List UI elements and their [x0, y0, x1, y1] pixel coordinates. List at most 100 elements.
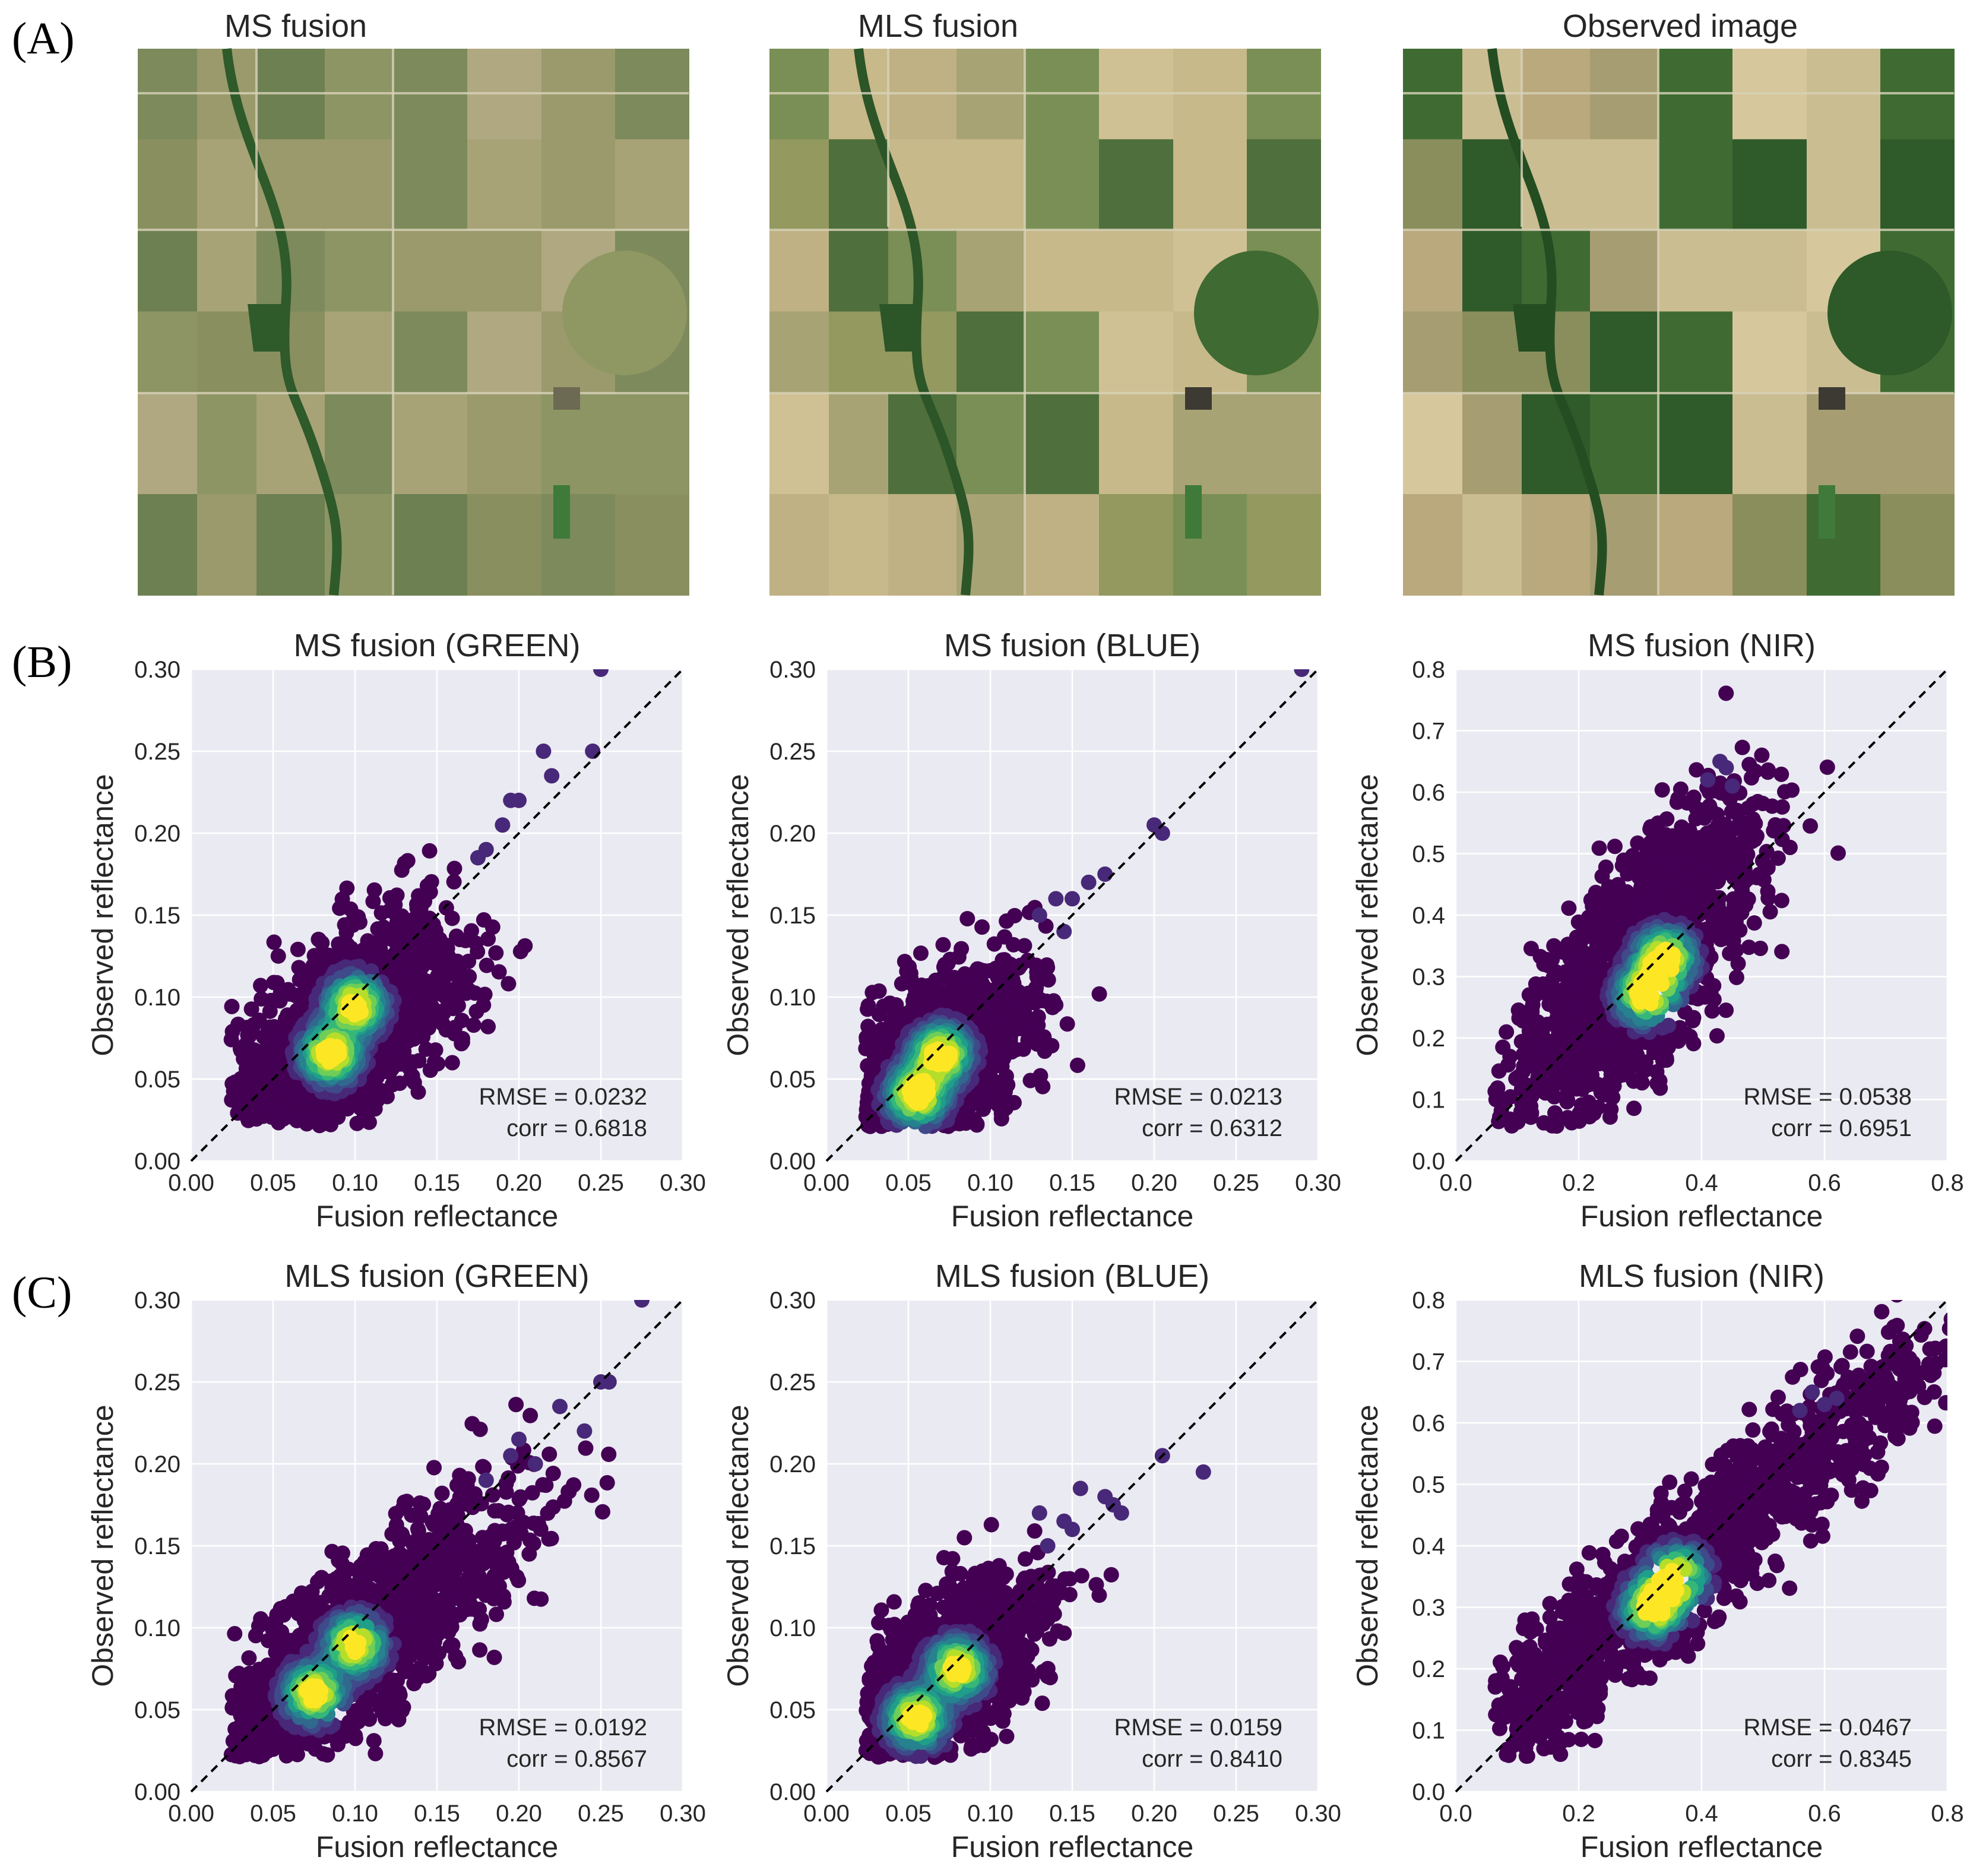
field-parcel: [1247, 139, 1321, 230]
field-parcel: [1462, 393, 1522, 495]
field-parcel: [1462, 494, 1522, 596]
image-title: Observed image: [1563, 8, 1798, 44]
x-tick-label: 0.10: [332, 1170, 378, 1196]
green-strip: [1185, 485, 1202, 539]
scatter-point: [1031, 907, 1047, 923]
chart-title: MS fusion (BLUE): [944, 628, 1201, 663]
x-tick-label: 0.20: [496, 1170, 542, 1196]
scatter-point: [1762, 904, 1778, 920]
field-parcel: [467, 494, 542, 596]
wetland: [248, 304, 289, 352]
scatter-point: [262, 1003, 278, 1019]
scatter-point: [593, 669, 609, 677]
scatter-point: [1709, 1028, 1725, 1044]
y-tick-label: 0.3: [1412, 964, 1445, 991]
x-tick-label: 0.30: [1295, 1170, 1341, 1196]
scatter-point: [536, 744, 552, 759]
scatter-point: [472, 1421, 488, 1437]
x-tick-label: 0.00: [168, 1801, 214, 1827]
scatter-point: [321, 1048, 337, 1064]
y-tick-label: 0.20: [134, 1451, 180, 1478]
y-tick-label: 0.1: [1412, 1087, 1445, 1113]
scatter-points: [223, 669, 609, 1134]
field-parcel: [1403, 230, 1463, 312]
field-parcel: [1247, 494, 1321, 596]
scatter-point: [595, 1504, 611, 1520]
x-tick-label: 0.00: [168, 1170, 214, 1196]
scatter-point: [1777, 784, 1793, 800]
y-axis-label: Observed reflectance: [86, 774, 119, 1056]
scatter-point: [1499, 1024, 1515, 1040]
scatter-point: [545, 1466, 561, 1482]
field-parcel: [1025, 139, 1100, 230]
corr-annotation: corr = 0.6818: [506, 1115, 647, 1141]
field-parcel: [541, 393, 616, 495]
scatter-point: [1636, 983, 1652, 999]
field-parcel: [1590, 311, 1659, 394]
scatter-point: [1718, 685, 1734, 701]
field-parcel: [393, 494, 468, 596]
scatter-point: [1059, 1016, 1075, 1032]
satellite-image: [138, 48, 689, 596]
scatter-point: [468, 1004, 484, 1020]
scatter-point: [470, 944, 486, 960]
field-parcel: [138, 311, 198, 394]
x-tick-label: 0.25: [578, 1170, 624, 1196]
x-tick-label: 0.4: [1685, 1170, 1718, 1196]
scatter-point: [913, 945, 929, 961]
scatter-point: [1544, 951, 1560, 967]
scatter-chart: 0.00 0.05 0.10 0.15 0.20 0.25 0.300.000.050.10…: [721, 628, 1341, 1233]
scatter-point: [224, 998, 240, 1014]
scatter-point: [1700, 772, 1716, 788]
scatter-point: [1649, 1064, 1665, 1080]
y-axis-label: Observed reflectance: [721, 774, 755, 1056]
field-parcel: [1590, 393, 1659, 495]
scatter-point: [1722, 945, 1738, 961]
field-parcel: [1462, 139, 1522, 230]
panel-label-c: (C): [12, 1268, 72, 1318]
scatter-point: [1718, 1002, 1734, 1018]
scatter-point: [1746, 915, 1762, 931]
scatter-point: [1561, 900, 1577, 916]
scatter-point: [1022, 1073, 1038, 1089]
scatter-point: [1688, 811, 1704, 827]
scatter-point: [1701, 784, 1717, 800]
scatter-point: [1704, 1003, 1720, 1019]
field-parcel: [615, 393, 689, 495]
scatter-point: [935, 937, 951, 953]
field-parcel: [1099, 311, 1174, 394]
scatter-point: [1760, 890, 1776, 906]
scatter-point: [365, 893, 381, 909]
scatter-point: [1730, 956, 1746, 972]
rmse-annotation: RMSE = 0.0232: [479, 1084, 648, 1110]
y-axis-label: Observed reflectance: [1351, 774, 1384, 1056]
field-parcel: [769, 139, 829, 230]
scatter-point: [290, 941, 306, 957]
x-tick-label: 0.10: [332, 1801, 378, 1827]
scatter-point: [1774, 831, 1790, 847]
scatter-points: [1487, 685, 1846, 1134]
field-parcel: [1025, 311, 1100, 394]
scatter-point: [472, 1616, 488, 1632]
scatter-point: [535, 1477, 551, 1493]
scatter-point: [1069, 1057, 1085, 1073]
scatter-point: [578, 1440, 594, 1456]
x-tick-label: 0.25: [578, 1801, 624, 1827]
scatter-point: [1006, 937, 1022, 953]
scatter-point: [444, 910, 460, 926]
scatter-point: [999, 913, 1015, 929]
y-tick-label: 0.05: [769, 1067, 816, 1093]
y-tick-label: 0.20: [134, 821, 180, 847]
scatter-point: [426, 1460, 442, 1476]
scatter-point: [404, 1507, 420, 1523]
field-parcel: [1173, 393, 1247, 495]
pivot-field: [1827, 251, 1952, 375]
scatter-point: [599, 1475, 615, 1491]
scatter-point: [1677, 1004, 1693, 1020]
scatter-point: [349, 998, 365, 1014]
scatter-point: [1722, 791, 1738, 807]
field-parcel: [467, 311, 542, 394]
scatter-point: [521, 1546, 537, 1562]
scatter-point: [426, 1517, 442, 1533]
scatter-point: [1527, 988, 1543, 1004]
